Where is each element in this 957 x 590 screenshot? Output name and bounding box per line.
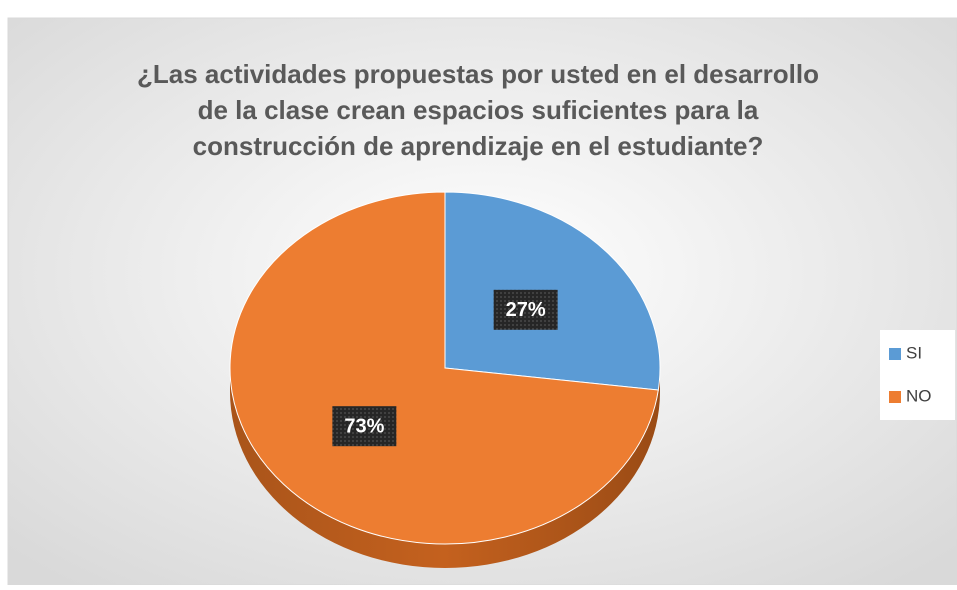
chart-title: de la clase crean espacios suficientes p…: [198, 95, 759, 125]
legend-swatch: [889, 348, 901, 360]
pie-slice: [229, 191, 659, 545]
data-label-box: [493, 289, 558, 330]
chart-title: construcción de aprendizaje en el estudi…: [193, 131, 764, 161]
data-label: 27%: [506, 299, 546, 321]
legend-swatch: [889, 391, 901, 403]
chart-title: ¿Las actividades propuestas por usted en…: [137, 59, 819, 89]
data-label-box: [332, 406, 397, 447]
legend-label: NO: [906, 386, 932, 405]
legend-box: [880, 330, 955, 420]
data-label: 73%: [344, 415, 384, 437]
legend-label: SI: [906, 343, 922, 362]
